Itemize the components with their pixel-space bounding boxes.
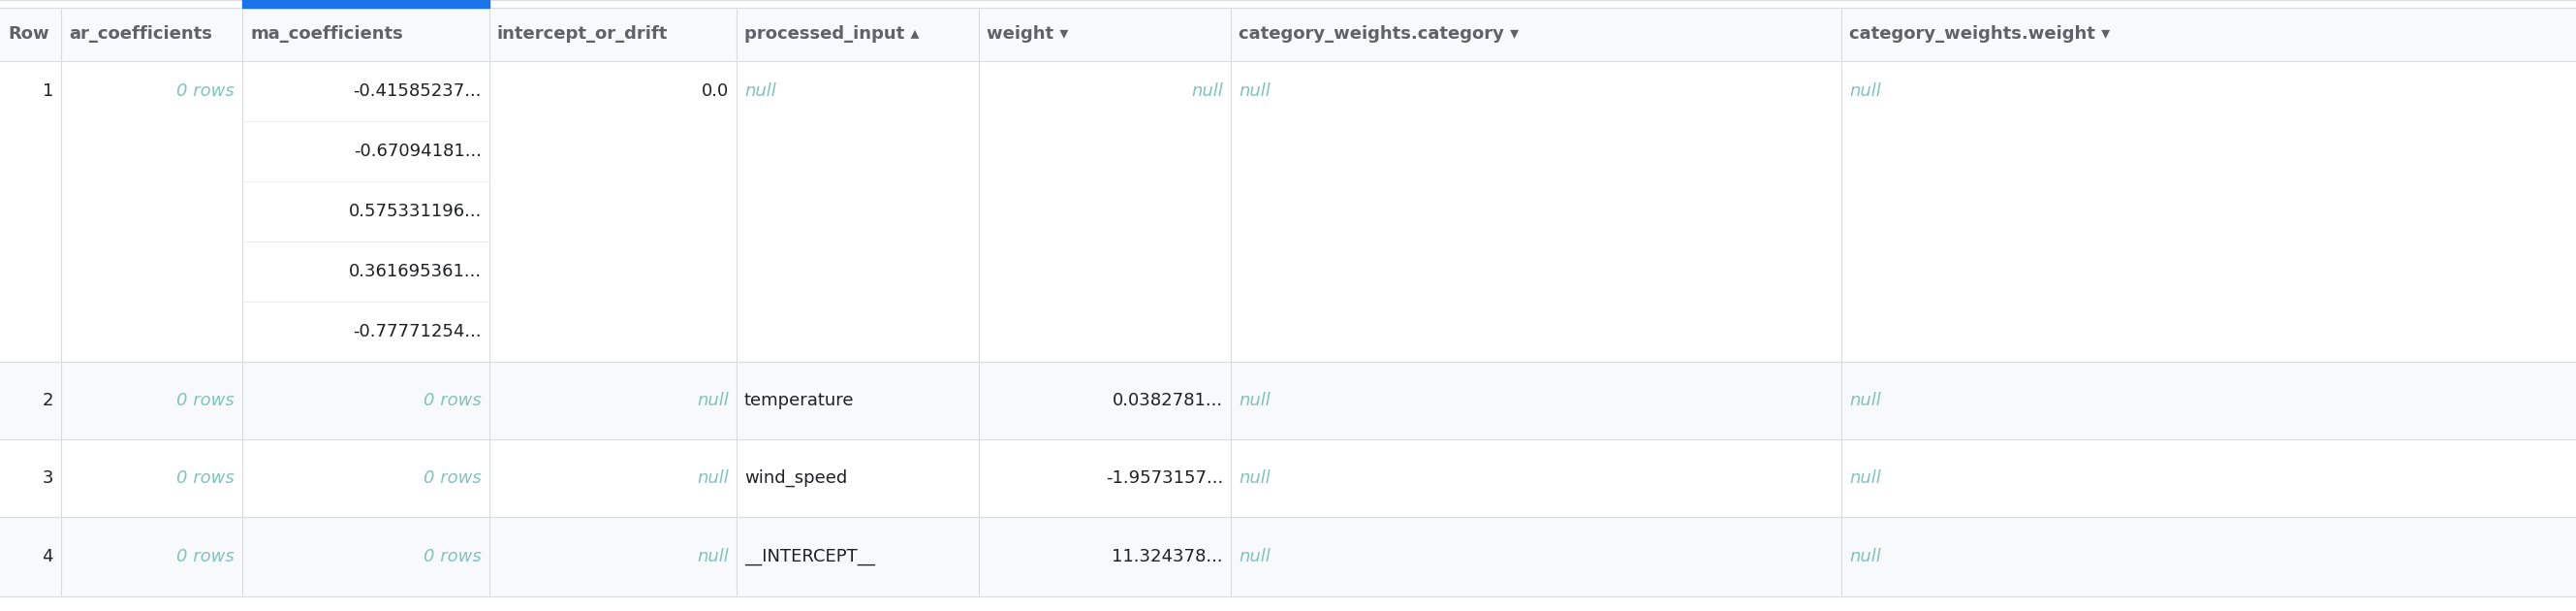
- Text: 2: 2: [41, 392, 54, 409]
- Text: 0.575331196...: 0.575331196...: [348, 203, 482, 220]
- Text: 0.361695361...: 0.361695361...: [348, 263, 482, 280]
- Text: ma_coefficients: ma_coefficients: [250, 26, 402, 43]
- Text: null: null: [1239, 469, 1270, 487]
- Text: 0 rows: 0 rows: [425, 469, 482, 487]
- Text: null: null: [698, 548, 729, 565]
- Text: 11.324378...: 11.324378...: [1113, 548, 1224, 565]
- Bar: [0, 8, 2576, 61]
- Text: Row: Row: [8, 26, 49, 43]
- Text: null: null: [1850, 392, 1880, 409]
- Text: -1.9573157...: -1.9573157...: [1105, 469, 1224, 487]
- Text: 0 rows: 0 rows: [425, 392, 482, 409]
- Text: null: null: [698, 392, 729, 409]
- Bar: [242, 0, 489, 8]
- Text: null: null: [1239, 82, 1270, 100]
- Text: 0 rows: 0 rows: [178, 469, 234, 487]
- Bar: [0, 362, 2576, 439]
- Text: null: null: [1850, 469, 1880, 487]
- Text: null: null: [1239, 548, 1270, 565]
- Text: wind_speed: wind_speed: [744, 469, 848, 487]
- Text: 0 rows: 0 rows: [178, 392, 234, 409]
- Text: 0 rows: 0 rows: [178, 82, 234, 100]
- Text: 1: 1: [41, 82, 54, 100]
- Text: 0.0382781...: 0.0382781...: [1113, 392, 1224, 409]
- Text: temperature: temperature: [744, 392, 855, 409]
- Text: -0.77771254...: -0.77771254...: [353, 323, 482, 340]
- Bar: [0, 61, 2576, 362]
- Text: 4: 4: [41, 548, 54, 565]
- Text: null: null: [1850, 548, 1880, 565]
- Text: -0.41585237...: -0.41585237...: [353, 82, 482, 100]
- Text: null: null: [1239, 392, 1270, 409]
- Text: intercept_or_drift: intercept_or_drift: [497, 26, 667, 43]
- Text: processed_input ▴: processed_input ▴: [744, 26, 920, 43]
- Text: 3: 3: [41, 469, 54, 487]
- Text: -0.67094181...: -0.67094181...: [353, 142, 482, 160]
- Text: weight ▾: weight ▾: [987, 26, 1069, 43]
- Bar: [0, 517, 2576, 596]
- Text: category_weights.category ▾: category_weights.category ▾: [1239, 26, 1520, 43]
- Text: null: null: [744, 82, 775, 100]
- Text: __INTERCEPT__: __INTERCEPT__: [744, 548, 876, 565]
- Text: category_weights.weight ▾: category_weights.weight ▾: [1850, 26, 2110, 43]
- Text: ar_coefficients: ar_coefficients: [70, 26, 211, 43]
- Text: null: null: [698, 469, 729, 487]
- Text: 0 rows: 0 rows: [178, 548, 234, 565]
- Text: 0.0: 0.0: [701, 82, 729, 100]
- Text: 0 rows: 0 rows: [425, 548, 482, 565]
- Bar: [0, 439, 2576, 517]
- Text: null: null: [1850, 82, 1880, 100]
- Text: null: null: [1190, 82, 1224, 100]
